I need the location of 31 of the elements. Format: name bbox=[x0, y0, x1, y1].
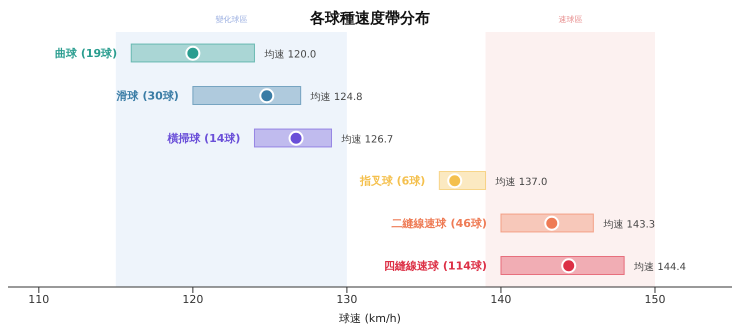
bar bbox=[130, 44, 255, 62]
bar bbox=[500, 214, 594, 232]
bar bbox=[192, 86, 302, 105]
annotation: 均速 143.3 bbox=[602, 218, 656, 230]
band-label: 速球區 bbox=[558, 15, 582, 24]
point bbox=[288, 130, 304, 146]
point bbox=[561, 258, 576, 274]
x-axis-title: 球速 (km/h) bbox=[339, 312, 401, 325]
y-tick-label: 曲球 (19球) bbox=[55, 47, 118, 60]
bar bbox=[254, 128, 332, 148]
y-tick-label: 橫掃球 (14球) bbox=[166, 132, 240, 145]
band-label: 變化球區 bbox=[215, 15, 248, 24]
y-tick-label: 四縫線速球 (114球) bbox=[384, 260, 487, 272]
annotation: 均速 144.4 bbox=[633, 260, 686, 273]
annotation: 均速 137.0 bbox=[494, 176, 548, 188]
x-tick-label: 120 bbox=[182, 292, 204, 306]
annotation: 均速 126.7 bbox=[340, 133, 394, 146]
annotation: 均速 120.0 bbox=[263, 48, 316, 60]
x-tick-label: 140 bbox=[490, 292, 512, 306]
y-tick-label: 指叉球 (6球) bbox=[358, 174, 426, 188]
annotation: 均速 124.8 bbox=[310, 90, 362, 103]
x-tick-label: 110 bbox=[28, 292, 50, 306]
chart-title: 各球種速度帶分布 bbox=[310, 9, 430, 27]
point bbox=[544, 216, 560, 231]
bar bbox=[500, 256, 625, 275]
point bbox=[185, 46, 200, 61]
x-tick-label: 150 bbox=[644, 292, 666, 306]
y-tick-label: 滑球 (30球) bbox=[116, 90, 179, 102]
x-tick-label: 130 bbox=[336, 292, 358, 306]
y-tick-label: 二縫線速球 (46球) bbox=[392, 217, 487, 230]
point bbox=[259, 88, 274, 104]
